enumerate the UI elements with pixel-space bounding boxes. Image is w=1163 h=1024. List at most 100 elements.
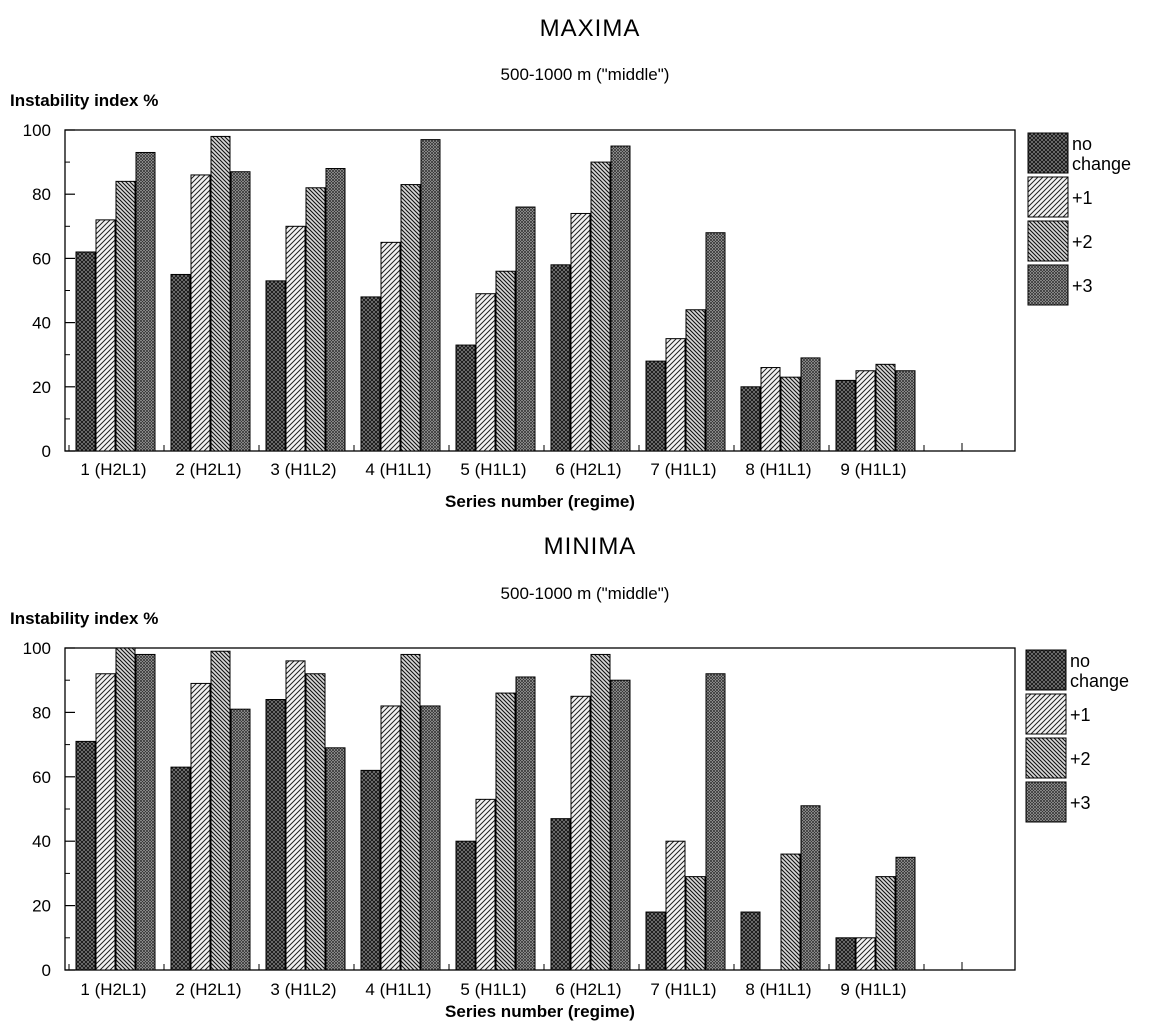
bar-series-1-cat-7 [761,368,780,451]
bar-series-1-cat-2 [286,226,305,451]
bar-series-2-cat-0 [116,181,135,451]
y-tick-label: 60 [32,249,51,268]
bar-series-3-cat-3 [421,140,440,451]
bar-series-2-cat-3 [401,654,420,970]
x-tick-label: 2 (H2L1) [175,460,241,479]
bar-series-3-cat-5 [611,146,630,451]
x-tick-label: 7 (H1L1) [650,460,716,479]
bar-series-2-cat-3 [401,185,420,451]
bar-series-1-cat-1 [191,175,210,451]
y-axis-label: Instability index % [10,91,158,110]
y-tick-label: 20 [32,897,51,916]
bar-series-3-cat-7 [801,358,820,451]
bar-series-0-cat-5 [551,265,570,451]
bar-series-3-cat-8 [896,371,915,451]
bar-series-3-cat-6 [706,233,725,451]
bar-series-0-cat-2 [266,281,285,451]
x-axis-label: Series number (regime) [445,492,635,511]
bar-series-0-cat-2 [266,700,285,970]
bar-series-0-cat-6 [646,912,665,970]
bar-series-0-cat-5 [551,819,570,970]
bar-series-1-cat-3 [381,242,400,451]
bar-series-3-cat-0 [136,654,155,970]
legend-label: change [1072,154,1131,174]
bar-series-3-cat-5 [611,680,630,970]
bar-series-1-cat-1 [191,683,210,970]
bar-series-0-cat-3 [361,770,380,970]
bar-series-1-cat-8 [856,371,875,451]
chart-title: MINIMA [544,533,637,560]
bar-series-2-cat-7 [781,377,800,451]
bar-series-3-cat-8 [896,857,915,970]
bar-series-3-cat-7 [801,806,820,970]
y-tick-label: 0 [42,442,51,461]
legend-swatch [1028,221,1068,261]
bar-series-2-cat-5 [591,654,610,970]
chart-subtitle: 500-1000 m ("middle") [501,584,670,603]
x-tick-label: 8 (H1L1) [745,980,811,999]
bars [76,648,915,970]
bar-series-3-cat-2 [326,748,345,970]
legend-label: +2 [1072,232,1093,252]
x-tick-label: 9 (H1L1) [840,460,906,479]
x-tick-label: 5 (H1L1) [460,980,526,999]
y-axis: 0 20 40 60 80 100 [23,121,75,461]
y-tick-label: 80 [32,185,51,204]
bar-series-2-cat-4 [496,693,515,970]
x-tick-label: 4 (H1L1) [365,460,431,479]
legend-label: +3 [1072,276,1093,296]
bar-series-2-cat-1 [211,136,230,451]
bar-series-2-cat-4 [496,271,515,451]
bar-series-1-cat-6 [666,339,685,451]
y-tick-label: 40 [32,832,51,851]
x-tick-label: 1 (H2L1) [80,460,146,479]
x-tick-label: 6 (H2L1) [555,460,621,479]
bar-series-0-cat-1 [171,274,190,451]
x-tick-label: 7 (H1L1) [650,980,716,999]
bar-series-3-cat-0 [136,152,155,451]
bar-series-3-cat-1 [231,709,250,970]
x-tick-label: 3 (H1L2) [270,460,336,479]
maxima-chart: MAXIMA 500-1000 m ("middle") Instability… [10,15,1131,511]
bar-series-2-cat-0 [116,648,135,970]
x-tick-label: 6 (H2L1) [555,980,621,999]
bar-series-1-cat-0 [96,674,115,970]
y-tick-label: 20 [32,378,51,397]
bar-series-0-cat-6 [646,361,665,451]
legend-label: +3 [1070,793,1091,813]
y-tick-label: 100 [23,639,51,658]
bar-series-2-cat-2 [306,674,325,970]
bar-series-1-cat-2 [286,661,305,970]
bar-series-1-cat-8 [856,938,875,970]
bar-series-2-cat-2 [306,188,325,451]
legend-label: +1 [1070,705,1091,725]
legend-swatch [1028,133,1068,173]
bar-series-1-cat-5 [571,213,590,451]
y-axis: 0 20 40 60 80 100 [23,639,75,980]
y-tick-label: 0 [42,961,51,980]
legend-swatch [1026,738,1066,778]
bar-series-0-cat-7 [741,912,760,970]
y-tick-label: 80 [32,703,51,722]
bar-series-3-cat-6 [706,674,725,970]
bars [76,136,915,451]
x-tick-label: 3 (H1L2) [270,980,336,999]
bar-series-0-cat-0 [76,252,95,451]
y-tick-label: 40 [32,314,51,333]
x-tick-label: 2 (H2L1) [175,980,241,999]
y-tick-label: 60 [32,768,51,787]
bar-series-2-cat-6 [686,310,705,451]
bar-series-0-cat-0 [76,741,95,970]
bar-series-0-cat-8 [836,938,855,970]
bar-series-0-cat-4 [456,841,475,970]
legend-swatch [1026,694,1066,734]
bar-series-2-cat-1 [211,651,230,970]
bar-series-3-cat-3 [421,706,440,970]
legend-label: change [1070,671,1129,691]
bar-series-3-cat-2 [326,169,345,451]
chart-subtitle: 500-1000 m ("middle") [501,65,670,84]
bar-series-1-cat-5 [571,696,590,970]
bar-series-0-cat-3 [361,297,380,451]
